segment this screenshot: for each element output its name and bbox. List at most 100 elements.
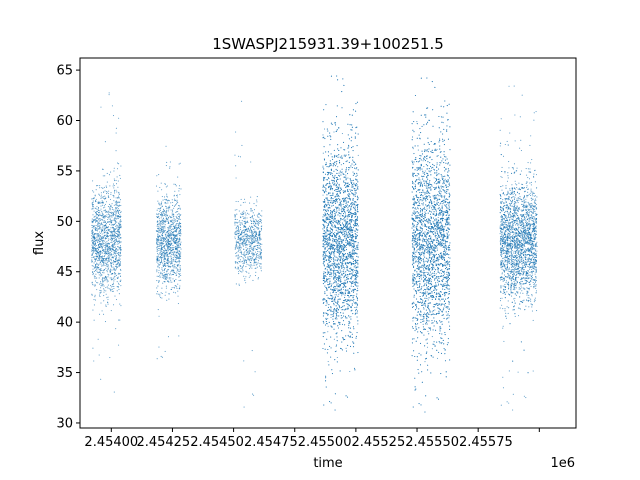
data-point bbox=[236, 218, 238, 221]
data-point bbox=[251, 253, 253, 255]
data-point bbox=[165, 207, 167, 209]
data-point bbox=[91, 235, 93, 237]
data-point bbox=[162, 211, 164, 213]
data-point bbox=[169, 166, 171, 168]
data-point bbox=[95, 245, 97, 247]
data-point bbox=[120, 247, 122, 249]
data-point bbox=[97, 233, 99, 235]
data-point bbox=[241, 220, 243, 222]
data-point bbox=[260, 249, 262, 251]
data-point bbox=[103, 300, 105, 302]
data-point bbox=[97, 225, 99, 228]
data-point bbox=[92, 237, 94, 239]
data-point bbox=[251, 243, 254, 245]
data-point bbox=[176, 217, 178, 219]
data-point bbox=[97, 338, 99, 340]
data-point bbox=[105, 225, 107, 227]
data-point bbox=[169, 237, 171, 239]
data-point bbox=[98, 222, 100, 224]
data-point bbox=[174, 246, 176, 248]
data-point bbox=[97, 250, 99, 252]
data-point bbox=[243, 259, 245, 261]
data-point bbox=[120, 204, 122, 207]
data-point bbox=[103, 258, 105, 260]
data-point bbox=[107, 226, 109, 228]
data-point bbox=[157, 244, 159, 246]
data-point bbox=[101, 237, 103, 239]
data-point bbox=[103, 256, 105, 258]
data-point bbox=[96, 254, 98, 256]
data-point bbox=[255, 235, 258, 237]
data-point bbox=[243, 229, 245, 231]
data-point bbox=[254, 237, 256, 240]
data-point bbox=[164, 274, 166, 276]
data-point bbox=[107, 256, 109, 258]
data-point bbox=[103, 186, 105, 189]
data-point bbox=[103, 225, 105, 227]
data-point bbox=[176, 239, 178, 241]
data-point bbox=[258, 234, 260, 236]
data-point bbox=[175, 211, 177, 213]
data-point bbox=[177, 243, 179, 245]
data-point bbox=[158, 202, 160, 204]
data-point bbox=[91, 260, 93, 262]
data-point bbox=[178, 255, 181, 257]
data-point bbox=[99, 292, 101, 294]
data-point bbox=[163, 231, 165, 233]
data-point bbox=[241, 211, 243, 213]
data-point bbox=[99, 241, 101, 243]
data-point bbox=[260, 253, 262, 255]
data-point bbox=[238, 273, 240, 275]
data-point bbox=[95, 242, 97, 244]
data-point bbox=[257, 240, 259, 242]
data-point bbox=[110, 286, 112, 288]
data-point bbox=[171, 246, 173, 248]
data-point bbox=[157, 285, 159, 287]
data-point bbox=[98, 247, 100, 249]
data-point bbox=[107, 250, 109, 252]
data-point bbox=[109, 258, 111, 260]
data-point bbox=[93, 244, 95, 246]
data-point bbox=[105, 235, 108, 237]
data-point bbox=[174, 183, 176, 185]
data-point bbox=[249, 202, 251, 204]
data-point bbox=[255, 256, 257, 258]
data-point bbox=[106, 191, 108, 193]
data-point bbox=[114, 261, 116, 263]
data-point bbox=[120, 165, 122, 167]
data-point bbox=[100, 260, 102, 262]
data-point bbox=[173, 259, 175, 261]
data-point bbox=[112, 219, 114, 221]
data-point bbox=[166, 263, 168, 265]
data-point bbox=[178, 223, 181, 225]
data-point bbox=[104, 265, 106, 267]
data-point bbox=[162, 212, 164, 214]
data-point bbox=[251, 350, 253, 352]
data-point bbox=[113, 228, 115, 230]
data-point bbox=[178, 213, 180, 215]
data-point bbox=[234, 154, 236, 156]
data-point bbox=[243, 210, 245, 212]
data-point bbox=[238, 260, 240, 263]
data-point bbox=[178, 244, 180, 246]
data-point bbox=[112, 240, 114, 242]
data-point bbox=[120, 285, 122, 287]
data-point bbox=[170, 235, 173, 237]
data-point bbox=[157, 200, 159, 202]
data-point bbox=[168, 249, 170, 251]
data-point bbox=[118, 239, 120, 241]
data-point bbox=[252, 212, 254, 214]
data-point bbox=[111, 248, 113, 250]
data-point bbox=[239, 229, 242, 231]
data-point bbox=[97, 267, 100, 269]
data-point bbox=[246, 227, 248, 229]
data-point bbox=[97, 212, 100, 214]
data-point bbox=[253, 235, 255, 237]
data-point bbox=[109, 208, 111, 210]
data-point bbox=[104, 242, 106, 244]
data-point bbox=[235, 243, 237, 245]
data-point bbox=[95, 213, 97, 215]
data-point bbox=[117, 210, 119, 212]
data-point bbox=[158, 245, 160, 247]
